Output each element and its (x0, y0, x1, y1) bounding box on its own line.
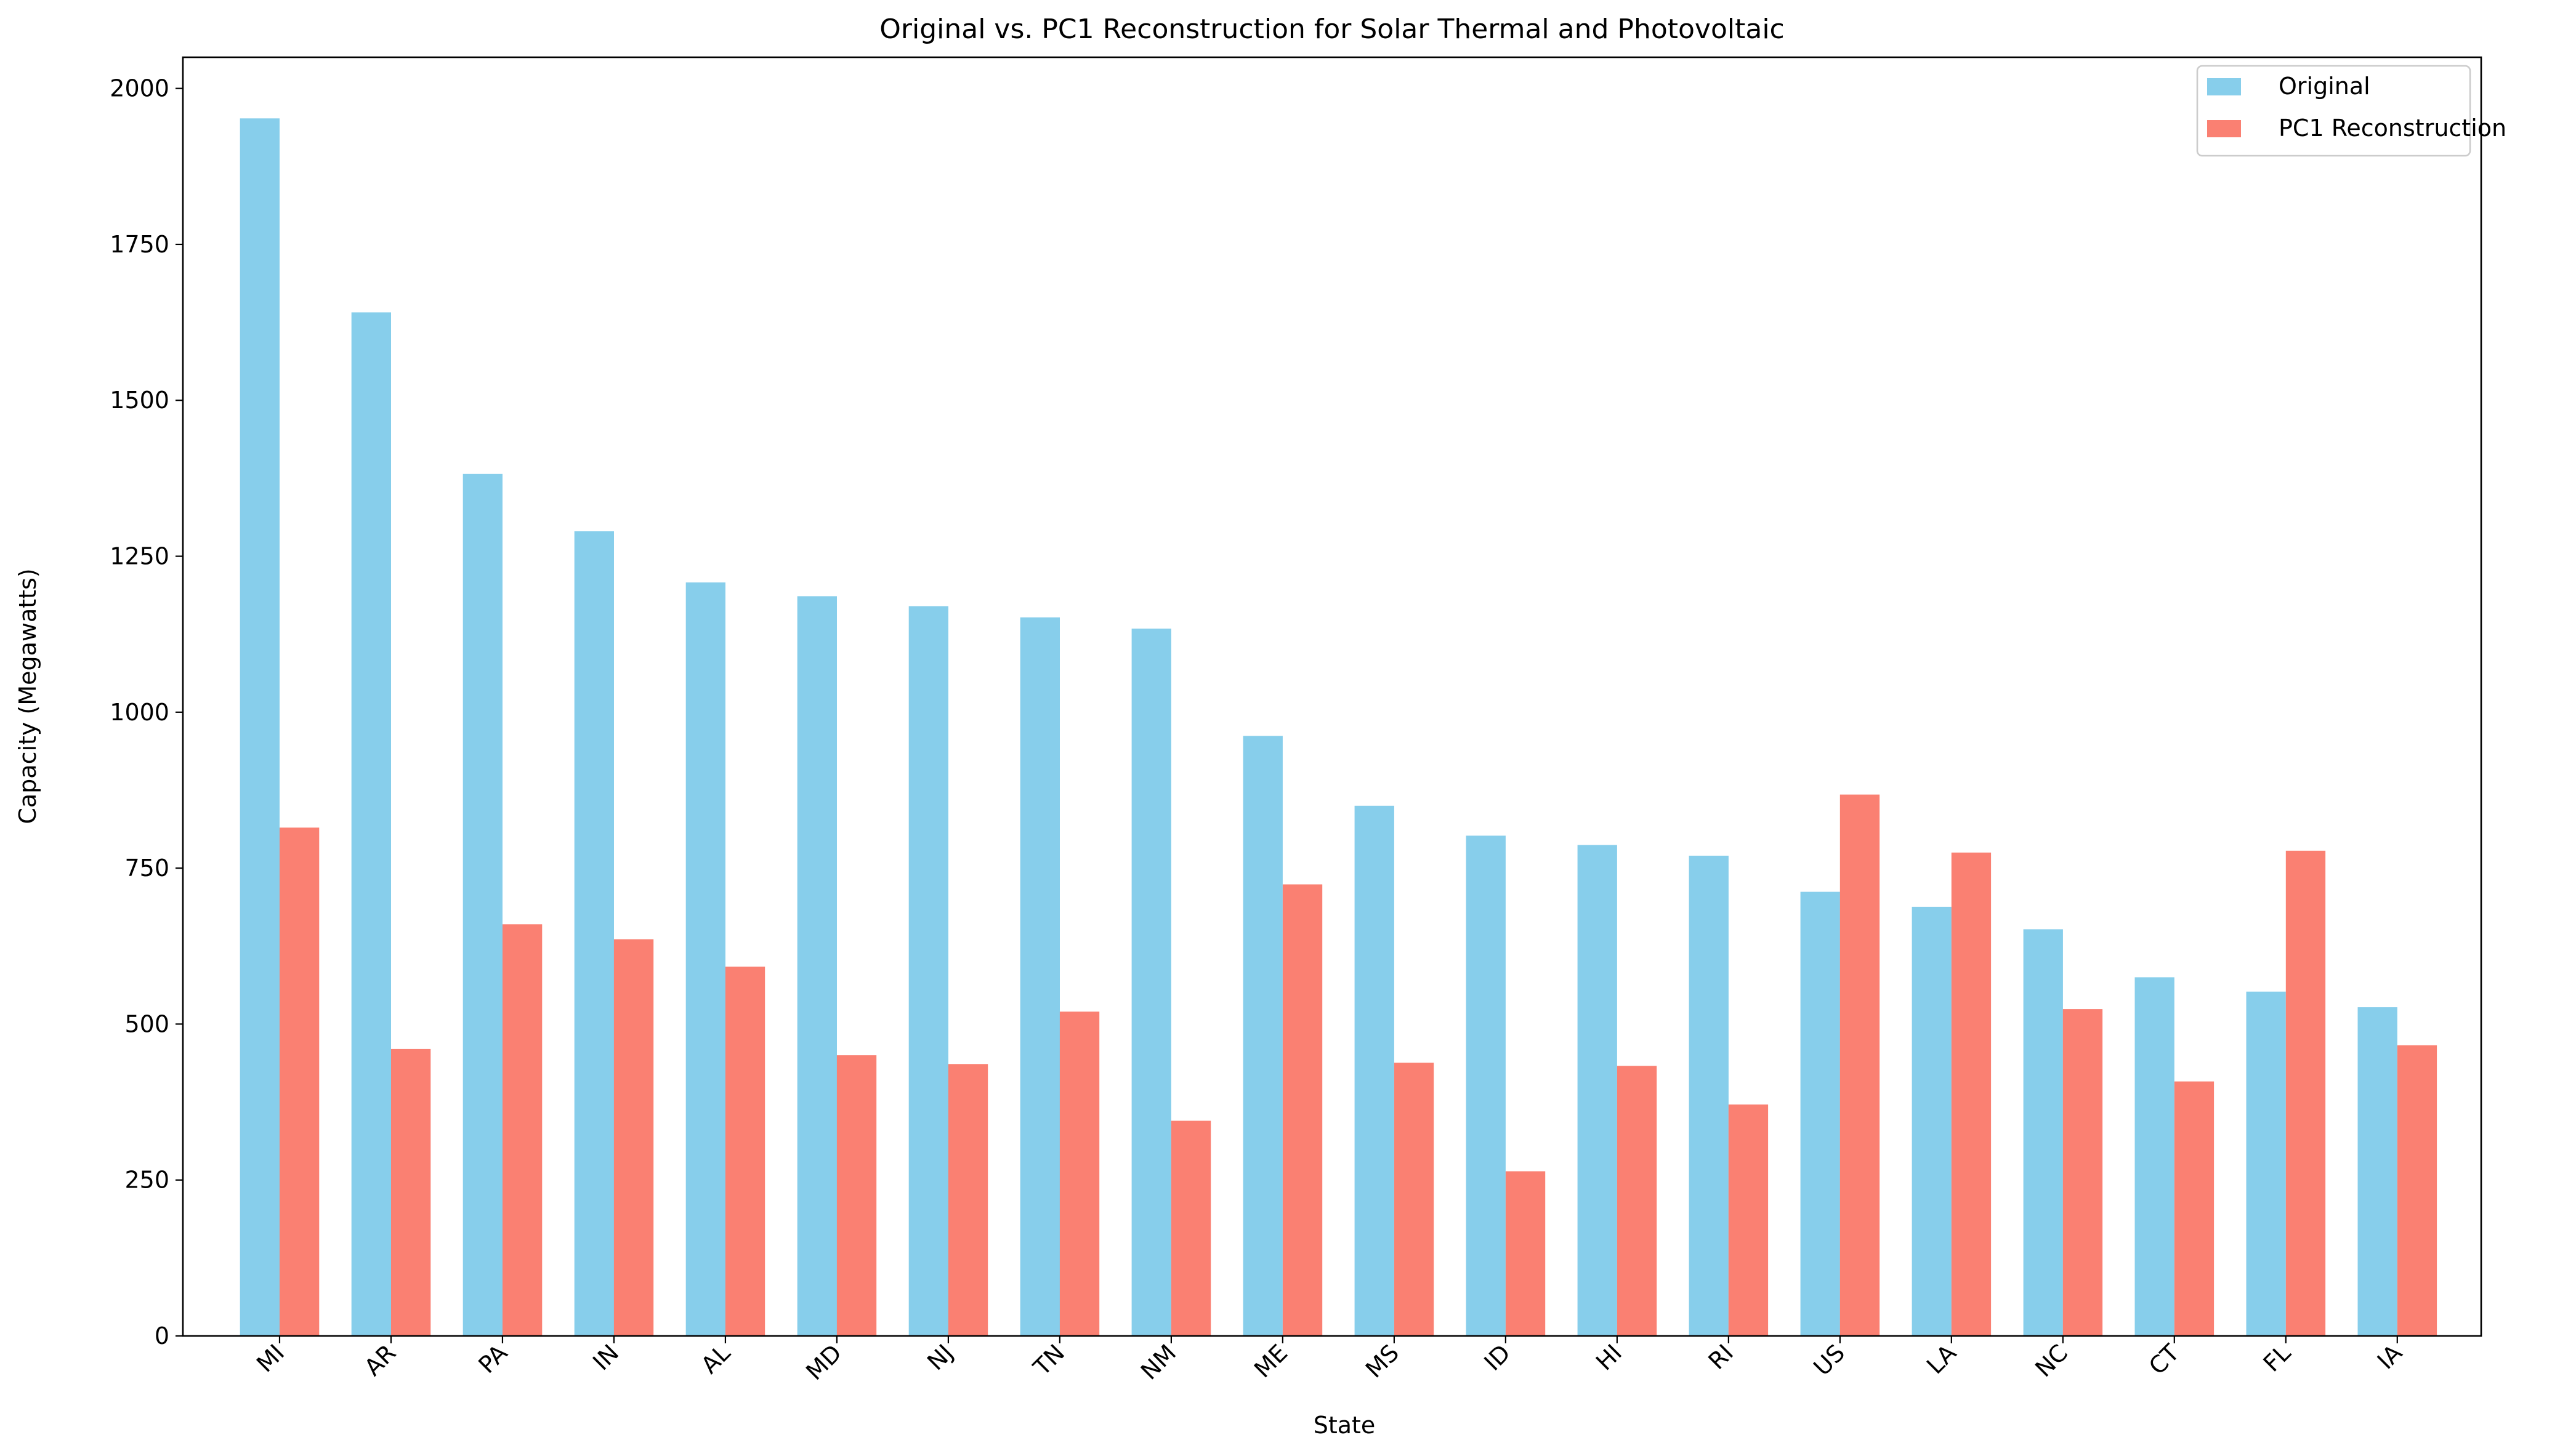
y-axis: 0 250 500 750 1000 1250 1500 1750 2000 (110, 75, 183, 1349)
legend: Original PC1 Reconstruction (2196, 65, 2506, 157)
bar-original-in (574, 531, 614, 1336)
bar-original-pa (462, 473, 503, 1336)
bar-original-la (1912, 906, 1952, 1336)
y-tick-label: 1000 (110, 699, 169, 726)
bar-pc1-reconstruction-tn (1059, 1012, 1100, 1336)
bar-original-nm (1131, 629, 1171, 1336)
bar-pc1-reconstruction-la (1951, 852, 1992, 1336)
y-tick-label: 1500 (110, 387, 169, 414)
bar-original-tn (1020, 617, 1060, 1336)
bar-pc1-reconstruction-nc (2062, 1009, 2103, 1336)
y-tick-label: 0 (155, 1322, 169, 1349)
bar-pc1-reconstruction-nj (948, 1064, 988, 1336)
y-tick-label: 2000 (110, 75, 169, 102)
bar-original-me (1243, 736, 1283, 1336)
bar-original-fl (2246, 991, 2286, 1336)
bar-original-us (1800, 891, 1840, 1336)
y-tick-label: 1750 (110, 231, 169, 258)
bar-pc1-reconstruction-id (1505, 1171, 1546, 1336)
plot-frame (182, 56, 2482, 1337)
bar-original-ar (351, 312, 391, 1336)
bar-pc1-reconstruction-ri (1728, 1104, 1769, 1336)
y-tick-label: 750 (124, 855, 169, 882)
x-axis-label: State (1314, 1412, 1376, 1439)
bar-pc1-reconstruction-ia (2397, 1045, 2437, 1336)
bar-original-ms (1354, 805, 1394, 1336)
legend-label-original: Original (2279, 73, 2370, 100)
bar-original-nc (2023, 929, 2063, 1336)
bar-pc1-reconstruction-hi (1617, 1066, 1657, 1336)
chart-title: Original vs. PC1 Reconstruction for Sola… (879, 14, 1785, 45)
y-axis-label: Capacity (Megawatts) (14, 568, 41, 824)
bar-pc1-reconstruction-ct (2174, 1081, 2215, 1336)
bar-original-md (797, 596, 837, 1336)
bar-pc1-reconstruction-fl (2285, 850, 2326, 1336)
bar-original-mi (240, 118, 280, 1336)
bar-pc1-reconstruction-us (1839, 794, 1880, 1336)
bar-pc1-reconstruction-al (725, 967, 765, 1336)
legend-swatch-original (2207, 78, 2241, 95)
legend-label-pc1-reconstruction: PC1 Reconstruction (2279, 115, 2506, 142)
bar-original-id (1466, 835, 1506, 1336)
plot-area (240, 118, 2437, 1336)
bar-pc1-reconstruction-mi (280, 827, 320, 1336)
bar-pc1-reconstruction-md (836, 1055, 877, 1336)
bar-original-ct (2134, 977, 2174, 1336)
bar-original-ia (2357, 1007, 2397, 1336)
bar-pc1-reconstruction-in (613, 939, 654, 1336)
legend-box (2196, 65, 2471, 157)
bar-pc1-reconstruction-me (1282, 884, 1323, 1336)
bar-original-al (685, 582, 725, 1336)
y-tick-label: 500 (124, 1010, 169, 1037)
y-tick-label: 250 (124, 1167, 169, 1194)
bar-pc1-reconstruction-ar (391, 1048, 431, 1336)
y-tick-label: 1250 (110, 543, 169, 570)
bar-pc1-reconstruction-pa (503, 924, 543, 1336)
bar-pc1-reconstruction-nm (1171, 1120, 1211, 1336)
legend-swatch-pc1-reconstruction (2207, 120, 2241, 137)
bar-original-hi (1577, 845, 1617, 1336)
bar-pc1-reconstruction-ms (1394, 1063, 1434, 1336)
bar-original-nj (908, 606, 948, 1336)
bar-original-ri (1689, 855, 1729, 1336)
